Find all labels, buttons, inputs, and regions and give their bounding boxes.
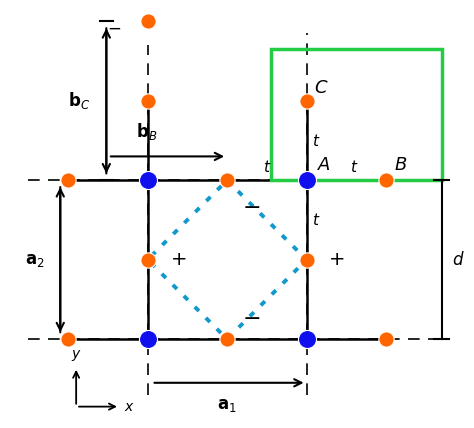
- Text: $+$: $+$: [328, 250, 345, 269]
- Bar: [271, 49, 442, 180]
- Text: $+$: $+$: [170, 250, 186, 269]
- Text: $\mathbf{b}_B$: $\mathbf{b}_B$: [136, 121, 157, 142]
- Text: $t$: $t$: [312, 133, 320, 149]
- Text: $x$: $x$: [124, 400, 135, 413]
- Text: $\mathbf{b}_C$: $\mathbf{b}_C$: [68, 90, 91, 111]
- Text: $y$: $y$: [71, 348, 82, 363]
- Text: $t$: $t$: [312, 212, 320, 228]
- Text: $\mathbf{a}_2$: $\mathbf{a}_2$: [25, 251, 45, 269]
- Text: $-$: $-$: [107, 19, 121, 37]
- Text: $t$: $t$: [350, 159, 358, 175]
- Text: $B$: $B$: [394, 156, 407, 174]
- Text: $C$: $C$: [314, 79, 329, 97]
- Text: $\mathbf{a}_1$: $\mathbf{a}_1$: [217, 396, 237, 414]
- Text: $d$: $d$: [452, 251, 465, 269]
- Text: $-$: $-$: [242, 307, 260, 327]
- Text: $A$: $A$: [317, 156, 331, 174]
- Text: $-$: $-$: [242, 196, 260, 216]
- Text: $t$: $t$: [263, 159, 271, 175]
